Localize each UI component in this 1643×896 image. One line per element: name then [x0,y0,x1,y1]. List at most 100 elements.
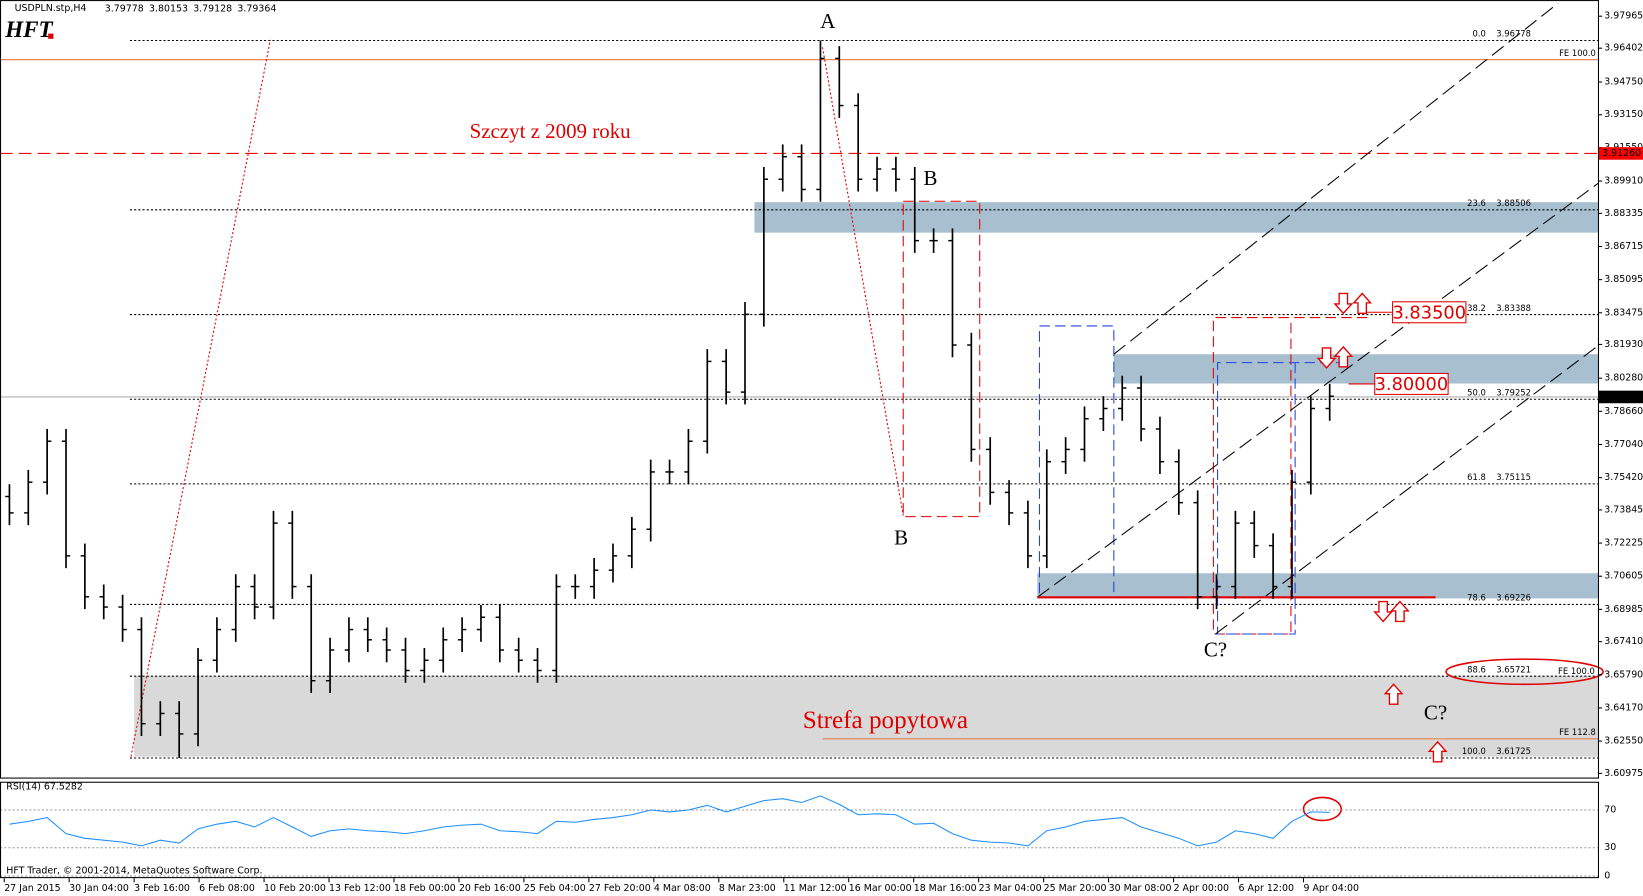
y-tick-label: 3.86715 [1604,241,1643,252]
fib-level: 0.0 [1472,29,1485,39]
ohlc-bar [627,516,637,569]
x-tick-label: 30 Mar 08:00 [1109,883,1172,894]
channel-line [1037,183,1599,598]
ohlc-bar [646,459,655,542]
annotation: A [820,9,835,33]
ohlc-bar [118,594,127,642]
ohlc-bar [1231,510,1240,599]
ohlc-bar [5,484,14,526]
y-tick-label: 3.72225 [1604,538,1643,549]
y-tick-label: 3.77040 [1604,439,1643,450]
ohlc-bar [1136,375,1146,442]
logo-dot [48,33,54,39]
zone [134,675,1598,757]
fib-value: 3.69226 [1496,593,1531,603]
y-tick-label: 3.85095 [1604,274,1643,285]
ohlc-bar [269,510,278,620]
ohlc-bar [1155,416,1165,474]
channel-line [1215,345,1599,635]
fib-level: 61.8 [1467,472,1486,482]
y-tick-label: 3.67410 [1604,636,1643,647]
rsi-title: RSI(14) 67.5282 [6,781,83,792]
target-box [1392,301,1467,324]
ohlc-bar [382,627,391,663]
y-tick-label: 3.73845 [1604,504,1643,515]
channel-line [1113,2,1559,355]
ohlc-bar [721,349,731,405]
ohlc-bar [853,93,863,192]
ohlc-bar [24,469,33,526]
ohlc-bar [740,302,750,405]
ohlc-bar [1061,437,1070,474]
highlight [1445,658,1604,686]
ohlc-bar [1080,406,1089,462]
ohlc-bar [571,574,580,599]
ohlc-bar [835,46,844,118]
drawings [130,2,1604,822]
ohlc-bar [608,543,618,583]
x-tick-label: 6 Apr 12:00 [1239,883,1294,894]
ohlc-bar [816,40,825,202]
x-tick-label: 20 Feb 16:00 [459,883,521,894]
x-tick-label: 8 Mar 23:00 [719,883,776,894]
x-tick-label: 27 Jan 2015 [4,883,60,894]
ohlc-bar [872,156,882,192]
x-tick-label: 25 Mar 20:00 [1044,883,1107,894]
ohlc-bar [1268,533,1278,599]
ohlc-bar [684,428,693,485]
fib-level: 88.6 [1467,664,1486,674]
annotation: Strefa popytowa [803,707,968,734]
price-box-label: 3.79364 [1602,391,1641,402]
ohlc-bar [42,428,52,495]
up-arrow [1383,683,1404,705]
ohlc-bar [552,574,561,683]
ohlc-bar [307,574,316,694]
fib-value: 3.79252 [1496,387,1531,397]
y-tick-label: 3.83475 [1604,307,1643,318]
fib-level: 38.2 [1467,303,1486,313]
zone [1037,573,1598,599]
y-tick-label: 3.70605 [1604,571,1643,582]
ohlc-bar [1193,490,1202,610]
ohlc-bar [80,543,90,610]
x-tick-label: 4 Mar 08:00 [654,883,711,894]
up-arrow [1427,740,1448,763]
ohlc-bar [250,574,259,620]
ohlc-bar [891,156,901,192]
fe-label: FE 100.0 [1559,48,1596,58]
ohlc-bar [61,428,71,569]
ohlc-bar [363,617,372,653]
x-tick-label: 2 Apr 00:00 [1174,883,1229,894]
y-tick-label: 3.81930 [1604,339,1643,350]
ohlc-bar [665,459,674,485]
y-tick-label: 3.78660 [1604,406,1643,417]
chart-title: USDPLN.stp,H4 [15,3,87,14]
annotation: Szczyt z 2009 roku [470,119,632,143]
ohlc-bar [495,604,505,663]
x-tick-label: 18 Mar 16:00 [914,883,977,894]
down-arrow [1333,292,1354,315]
ohlc-bar [1306,396,1316,495]
y-tick-label: 3.68985 [1604,604,1643,615]
ohlc-bar [401,637,410,683]
x-tick-label: 16 Mar 00:00 [849,883,912,894]
ohlc-bar [759,166,769,327]
ohlc-bar [589,557,599,599]
y-tick-label: 3.75420 [1604,472,1643,483]
ohlc-bar [420,647,429,683]
ohlc-bar [967,332,976,462]
annotation: FE 100.0 [1558,666,1595,676]
ohlc-bar [344,617,354,663]
rsi-tick-label: 0 [1604,871,1610,882]
rsi-tick-label: 30 [1604,842,1616,853]
y-tick-label: 3.62550 [1604,736,1643,747]
ohlc-bar [797,144,806,202]
ohlc-bar [99,584,108,620]
y-tick-label: 3.89910 [1604,176,1643,187]
ohlc-bar [514,637,523,673]
x-tick-label: 13 Feb 12:00 [329,883,391,894]
up-arrow [1352,292,1373,315]
annotation: B [923,166,937,190]
annotation: C? [1204,638,1227,662]
